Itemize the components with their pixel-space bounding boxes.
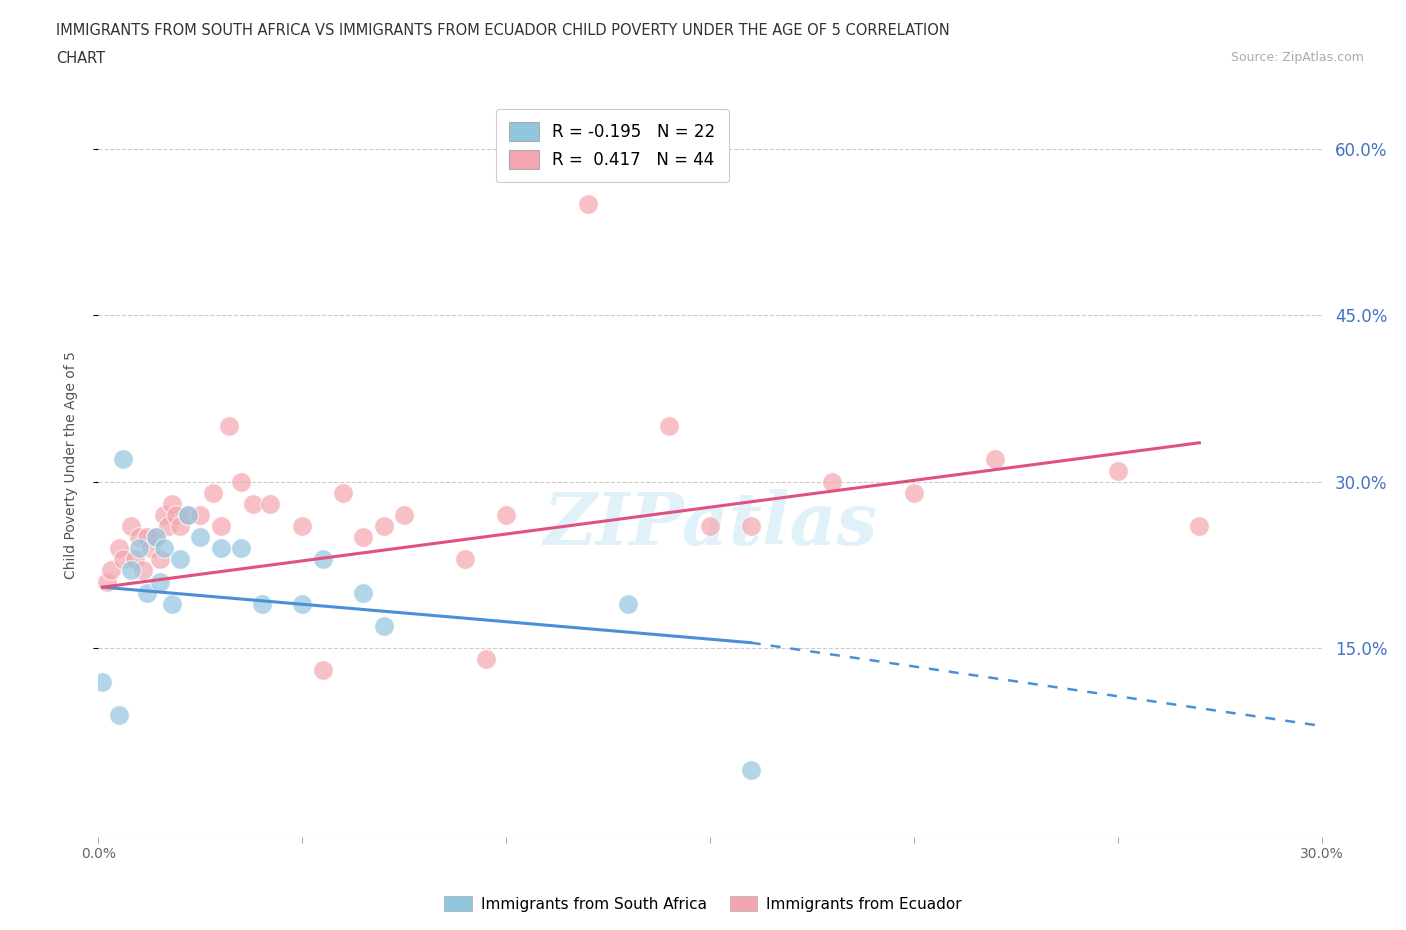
Point [160, 596, 183, 611]
Point [474, 652, 498, 667]
Point [209, 519, 232, 534]
Point [903, 485, 925, 500]
Point [128, 541, 150, 556]
Legend: Immigrants from South Africa, Immigrants from Ecuador: Immigrants from South Africa, Immigrants… [437, 889, 969, 918]
Point [156, 519, 179, 534]
Point [152, 508, 174, 523]
Point [218, 418, 240, 433]
Point [740, 763, 762, 777]
Point [259, 497, 281, 512]
Text: ZIPatlas: ZIPatlas [543, 489, 877, 560]
Point [149, 574, 172, 589]
Point [984, 452, 1007, 467]
Y-axis label: Child Poverty Under the Age of 5: Child Poverty Under the Age of 5 [63, 351, 77, 579]
Point [120, 519, 142, 534]
Point [617, 596, 640, 611]
Point [96, 574, 118, 589]
Point [576, 196, 599, 211]
Point [740, 519, 762, 534]
Point [111, 551, 134, 566]
Point [132, 563, 155, 578]
Point [332, 485, 354, 500]
Point [188, 508, 212, 523]
Point [250, 596, 273, 611]
Point [454, 551, 477, 566]
Point [141, 541, 163, 556]
Point [169, 551, 191, 566]
Text: Source: ZipAtlas.com: Source: ZipAtlas.com [1230, 51, 1364, 64]
Point [209, 541, 232, 556]
Point [91, 674, 114, 689]
Point [201, 485, 224, 500]
Text: CHART: CHART [56, 51, 105, 66]
Point [291, 596, 314, 611]
Point [352, 530, 374, 545]
Point [242, 497, 264, 512]
Text: IMMIGRANTS FROM SOUTH AFRICA VS IMMIGRANTS FROM ECUADOR CHILD POVERTY UNDER THE : IMMIGRANTS FROM SOUTH AFRICA VS IMMIGRAN… [56, 23, 950, 38]
Point [312, 663, 335, 678]
Point [231, 474, 253, 489]
Point [160, 497, 183, 512]
Legend: R = -0.195   N = 22, R =  0.417   N = 44: R = -0.195 N = 22, R = 0.417 N = 44 [495, 109, 728, 182]
Point [169, 519, 191, 534]
Point [136, 530, 159, 545]
Point [100, 563, 122, 578]
Point [1188, 519, 1211, 534]
Point [108, 541, 131, 556]
Point [352, 585, 374, 600]
Point [291, 519, 314, 534]
Point [165, 508, 187, 523]
Point [111, 452, 134, 467]
Point [120, 563, 142, 578]
Point [136, 585, 159, 600]
Point [149, 551, 172, 566]
Point [152, 541, 174, 556]
Point [128, 530, 150, 545]
Point [699, 519, 721, 534]
Point [124, 551, 146, 566]
Point [145, 530, 167, 545]
Point [373, 519, 395, 534]
Point [658, 418, 681, 433]
Point [1107, 463, 1129, 478]
Point [392, 508, 416, 523]
Point [821, 474, 844, 489]
Point [177, 508, 200, 523]
Point [145, 530, 167, 545]
Point [312, 551, 335, 566]
Point [108, 708, 131, 723]
Point [231, 541, 253, 556]
Point [495, 508, 517, 523]
Point [373, 618, 395, 633]
Point [188, 530, 212, 545]
Point [177, 508, 200, 523]
